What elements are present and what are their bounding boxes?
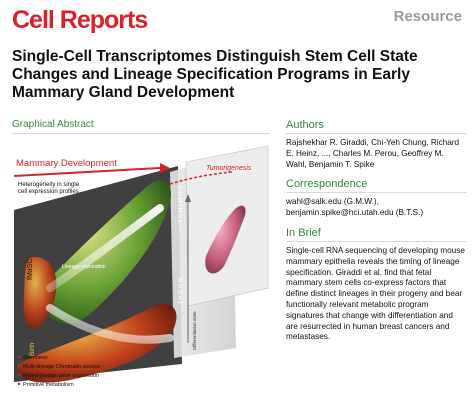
birth-label: Birth: [29, 342, 36, 356]
correspondence-heading: Correspondence: [286, 178, 368, 191]
in-brief-heading: In Brief: [286, 226, 321, 239]
correspondence-email-2[interactable]: benjamin.spike@hci.utah.edu (B.T.S.): [286, 208, 424, 218]
mammary-development-label: Mammary Development: [16, 158, 117, 169]
luminal-label: LUMINAL: [176, 186, 183, 225]
legend-item: Stemness: [23, 355, 48, 361]
sidebar: Authors Rajshekhar R. Giraddi, Chi-Yeh C…: [286, 119, 466, 343]
differentiation-arrowhead: [185, 194, 191, 202]
in-brief-divider: [286, 240, 466, 242]
tumorigenesis-label: Tumorigenesis: [206, 165, 252, 172]
legend-bullet: [17, 364, 21, 368]
differentiation-state-label: Differentiation state: [192, 311, 197, 350]
luminal-arrow: [46, 204, 164, 292]
tumorigenesis-arrow: [169, 171, 233, 185]
article-type-label: Resource: [393, 8, 462, 25]
legend-bullet: [17, 373, 21, 377]
correspondence-divider: [286, 192, 466, 194]
graphical-abstract-heading: Graphical Abstract: [12, 119, 94, 130]
lineage-exploration-label: Lineage exploration: [62, 264, 106, 270]
mammary-development-arrow: [13, 167, 161, 177]
mammary-arrowhead: [160, 163, 170, 173]
authors-text: Rajshekhar R. Giraddi, Chi-Yeh Chung, Ri…: [286, 138, 460, 169]
article-title: Single-Cell Transcriptomes Distinguish S…: [12, 48, 418, 101]
graphical-abstract-figure: Mammary Development Heterogeneity in sin…: [13, 145, 269, 388]
figure-legend: Stemness Multi-lineage Chromatin access …: [17, 355, 100, 388]
basal-label: BASAL: [176, 278, 183, 306]
in-brief-text: Single-cell RNA sequencing of developing…: [286, 245, 465, 342]
authors-divider: [286, 133, 466, 134]
journal-logo: Cell Reports: [12, 6, 148, 34]
basal-arrow: [46, 304, 174, 344]
legend-bullet: [17, 382, 21, 386]
fmasc-label: fMaSC: [27, 259, 34, 280]
legend-item: Multi-lineage Chromatin access: [23, 364, 100, 370]
tumorigenesis-cloud: [205, 205, 246, 274]
heterogeneity-label: Heterogeneity in single cell expression …: [18, 182, 81, 195]
legend-item: Primitive metabolism: [23, 382, 74, 388]
legend-bullet: [17, 355, 21, 359]
basal-cloud: [17, 304, 177, 383]
graphical-abstract-divider: [12, 133, 270, 134]
legend-item: Mixed-lineage gene expression: [23, 373, 99, 379]
correspondence-email-1[interactable]: wahl@salk.edu (G.M.W.),: [286, 197, 379, 207]
authors-heading: Authors: [286, 119, 324, 131]
